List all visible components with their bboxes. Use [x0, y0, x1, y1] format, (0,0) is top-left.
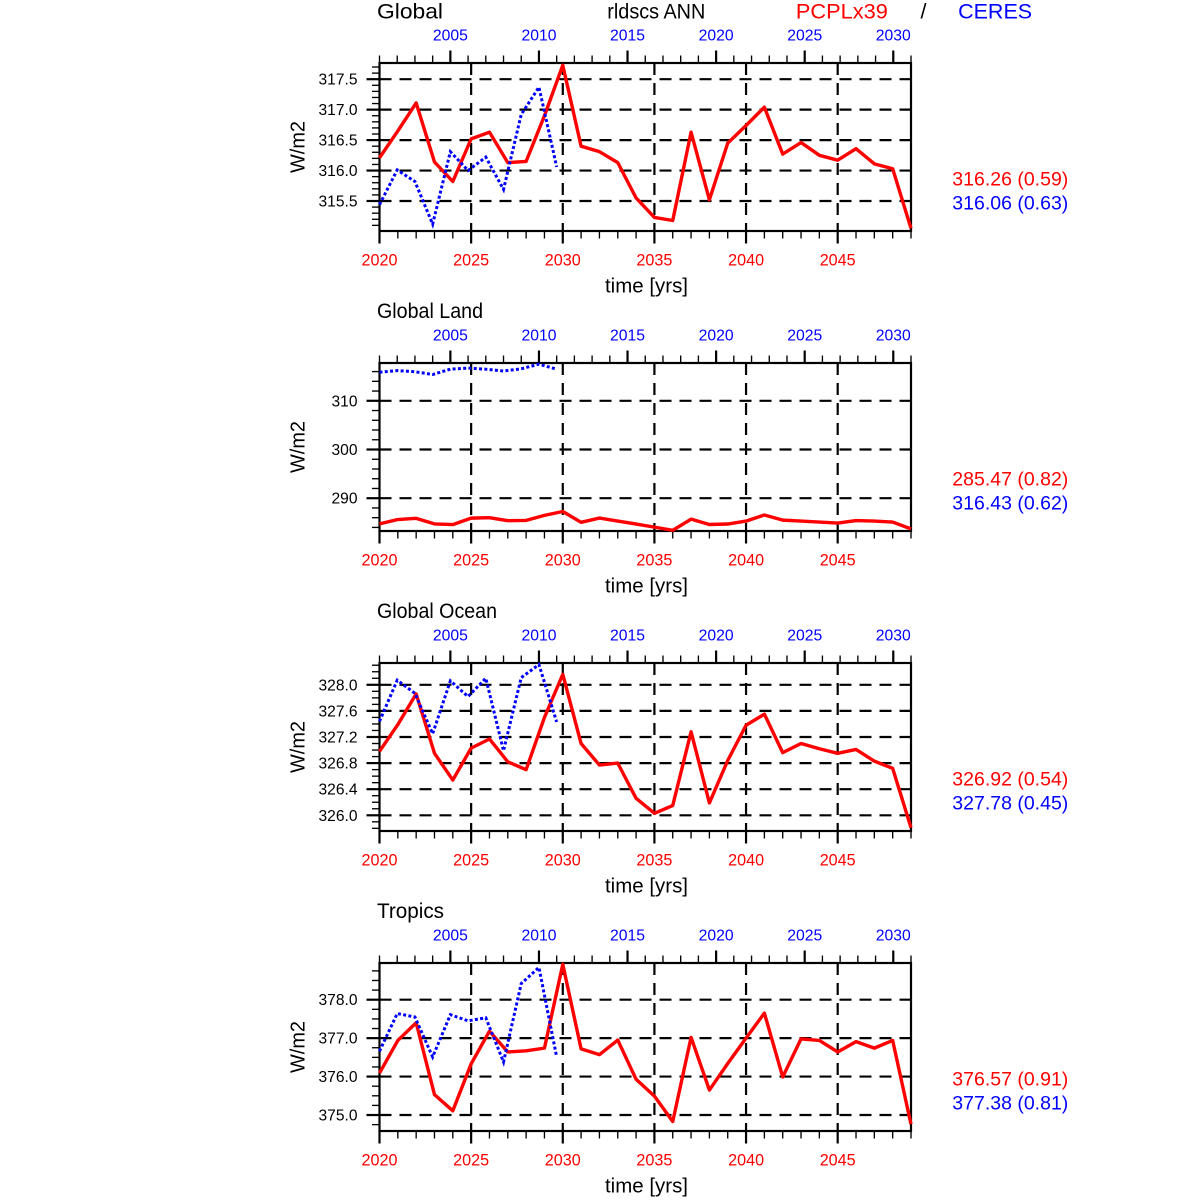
- svg-text:2010: 2010: [522, 928, 557, 945]
- svg-text:326.92 (0.54): 326.92 (0.54): [952, 769, 1068, 791]
- svg-text:378.0: 378.0: [319, 992, 358, 1009]
- svg-text:2025: 2025: [453, 1152, 489, 1170]
- svg-text:2020: 2020: [699, 28, 734, 45]
- svg-text:2025: 2025: [453, 852, 489, 870]
- svg-text:2035: 2035: [636, 852, 672, 870]
- svg-text:time [yrs]: time [yrs]: [605, 876, 688, 898]
- svg-text:2030: 2030: [876, 628, 911, 645]
- svg-text:327.78 (0.45): 327.78 (0.45): [952, 792, 1068, 814]
- svg-text:316.26 (0.59): 316.26 (0.59): [952, 169, 1068, 191]
- svg-text:W/m2: W/m2: [288, 721, 310, 773]
- svg-text:PCPLx39: PCPLx39: [796, 0, 888, 24]
- svg-text:2045: 2045: [820, 552, 856, 570]
- svg-text:2030: 2030: [545, 252, 581, 270]
- svg-text:326.4: 326.4: [319, 782, 358, 799]
- svg-text:2020: 2020: [699, 328, 734, 345]
- svg-text:2035: 2035: [636, 252, 672, 270]
- svg-text:2005: 2005: [433, 628, 468, 645]
- svg-text:2030: 2030: [876, 328, 911, 345]
- svg-text:2025: 2025: [787, 928, 822, 945]
- svg-text:317.0: 317.0: [319, 102, 358, 119]
- svg-text:2020: 2020: [362, 1152, 398, 1170]
- svg-text:CERES: CERES: [958, 0, 1032, 24]
- svg-text:2025: 2025: [453, 252, 489, 270]
- svg-text:W/m2: W/m2: [288, 121, 310, 173]
- svg-text:315.5: 315.5: [319, 194, 358, 211]
- svg-text:326.8: 326.8: [319, 756, 358, 773]
- svg-text:2030: 2030: [876, 928, 911, 945]
- svg-text:2045: 2045: [820, 252, 856, 270]
- svg-text:2015: 2015: [610, 28, 645, 45]
- svg-text:2040: 2040: [728, 1152, 764, 1170]
- svg-text:327.6: 327.6: [319, 703, 358, 720]
- svg-text:rldscs ANN: rldscs ANN: [607, 0, 705, 24]
- svg-text:2025: 2025: [787, 328, 822, 345]
- svg-text:2015: 2015: [610, 928, 645, 945]
- svg-text:2045: 2045: [820, 1152, 856, 1170]
- svg-text:2035: 2035: [636, 552, 672, 570]
- svg-text:376.0: 376.0: [319, 1069, 358, 1086]
- svg-text:327.2: 327.2: [319, 730, 358, 747]
- svg-text:2030: 2030: [545, 852, 581, 870]
- svg-text:Global: Global: [377, 0, 443, 24]
- svg-text:2010: 2010: [522, 628, 557, 645]
- svg-text:2040: 2040: [728, 552, 764, 570]
- svg-text:W/m2: W/m2: [288, 421, 310, 473]
- svg-text:2025: 2025: [787, 28, 822, 45]
- svg-text:2020: 2020: [362, 852, 398, 870]
- svg-text:2010: 2010: [522, 28, 557, 45]
- svg-text:290: 290: [332, 491, 358, 508]
- svg-text:2030: 2030: [876, 28, 911, 45]
- svg-text:328.0: 328.0: [319, 677, 358, 694]
- svg-text:300: 300: [332, 442, 358, 459]
- svg-text:Global Ocean: Global Ocean: [377, 599, 497, 623]
- svg-text:2015: 2015: [610, 628, 645, 645]
- svg-text:326.0: 326.0: [319, 808, 358, 825]
- svg-text:time [yrs]: time [yrs]: [605, 276, 688, 298]
- svg-text:316.5: 316.5: [319, 133, 358, 150]
- svg-text:310: 310: [332, 393, 358, 410]
- svg-text:2045: 2045: [820, 852, 856, 870]
- svg-text:2020: 2020: [699, 928, 734, 945]
- svg-text:2020: 2020: [362, 252, 398, 270]
- svg-text:317.5: 317.5: [319, 72, 358, 89]
- svg-text:316.0: 316.0: [319, 163, 358, 180]
- svg-text:2040: 2040: [728, 252, 764, 270]
- svg-text:W/m2: W/m2: [288, 1021, 310, 1073]
- svg-text:2005: 2005: [433, 928, 468, 945]
- svg-text:285.47 (0.82): 285.47 (0.82): [952, 469, 1068, 491]
- svg-text:376.57 (0.91): 376.57 (0.91): [952, 1069, 1068, 1091]
- svg-text:2005: 2005: [433, 28, 468, 45]
- svg-text:2035: 2035: [636, 1152, 672, 1170]
- svg-text:2025: 2025: [453, 552, 489, 570]
- svg-text:2015: 2015: [610, 328, 645, 345]
- svg-text:2005: 2005: [433, 328, 468, 345]
- svg-text:Global Land: Global Land: [377, 299, 483, 323]
- svg-text:316.06 (0.63): 316.06 (0.63): [952, 192, 1068, 214]
- svg-text:375.0: 375.0: [319, 1108, 358, 1125]
- svg-text:2020: 2020: [699, 628, 734, 645]
- svg-text:/: /: [921, 0, 927, 24]
- svg-text:2025: 2025: [787, 628, 822, 645]
- svg-text:time [yrs]: time [yrs]: [605, 576, 688, 598]
- svg-text:2030: 2030: [545, 552, 581, 570]
- svg-text:2040: 2040: [728, 852, 764, 870]
- svg-text:2010: 2010: [522, 328, 557, 345]
- svg-text:377.0: 377.0: [319, 1031, 358, 1048]
- svg-text:2030: 2030: [545, 1152, 581, 1170]
- svg-text:time [yrs]: time [yrs]: [605, 1176, 688, 1198]
- svg-text:377.38 (0.81): 377.38 (0.81): [952, 1092, 1068, 1114]
- svg-text:316.43 (0.62): 316.43 (0.62): [952, 492, 1068, 514]
- svg-text:2020: 2020: [362, 552, 398, 570]
- svg-text:Tropics: Tropics: [377, 899, 444, 923]
